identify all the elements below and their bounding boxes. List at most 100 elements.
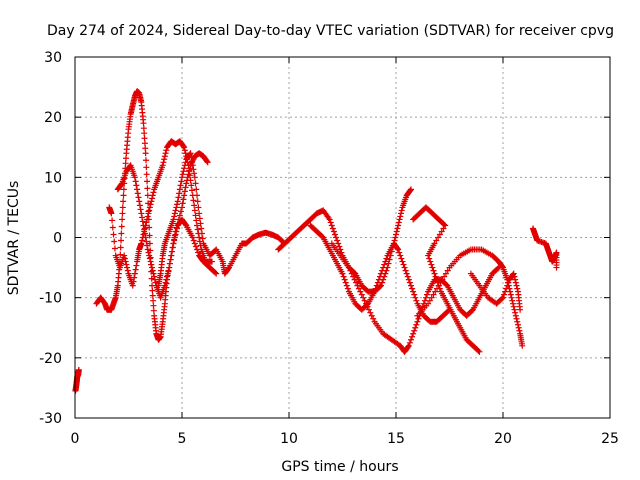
y-tick-label: -20 [39,351,62,367]
data-point [139,234,146,241]
data-point [193,186,200,193]
data-point [161,153,168,160]
data-point [170,240,177,247]
data-point [122,258,129,265]
data-point [182,159,189,166]
data-point [350,273,357,280]
data-point [109,224,116,231]
data-point [134,190,141,197]
data-point [400,261,407,268]
series-arc-late-5 [414,246,526,349]
data-point [188,182,195,189]
data-point [119,210,126,217]
data-point [147,258,154,265]
data-point [361,297,368,304]
data-point [181,147,188,154]
data-point [401,264,408,271]
data-point [149,267,156,274]
data-point [436,231,443,238]
data-point [413,321,420,328]
data-point [167,256,174,263]
series-arc-mid-b [106,138,215,289]
data-point [144,246,151,253]
data-point [181,144,188,151]
data-point [370,315,377,322]
data-point [146,224,153,231]
data-point [179,204,185,211]
data-point [118,181,125,188]
data-point [118,223,125,230]
data-point [425,300,432,307]
data-point [505,279,512,286]
data-point [189,162,196,169]
data-point [162,279,169,286]
data-point [148,198,155,205]
data-point [118,237,125,244]
data-point [365,306,372,313]
data-point [468,307,475,314]
data-point [405,276,412,283]
data-point [166,260,173,267]
data-point [332,231,339,238]
data-point [475,347,482,354]
data-point [137,206,144,213]
data-point [162,150,169,157]
data-point [403,270,410,277]
data-point [129,282,136,289]
data-point [164,270,171,277]
data-point [397,213,404,220]
x-tick-label: 10 [280,431,298,447]
data-point [382,258,389,265]
data-point [150,270,157,277]
data-point [407,336,414,343]
data-point [188,158,195,165]
data-point [146,252,153,259]
data-point [147,201,154,208]
data-point [146,255,153,262]
data-point [415,315,422,322]
data-point [187,150,194,157]
data-point [190,197,197,204]
y-axis-label: SDTVAR / TECUs [6,181,22,296]
data-point [407,282,414,289]
series-arc-late-1 [275,186,414,295]
data-point [111,245,118,252]
data-point [124,267,131,274]
data-point [514,321,521,328]
data-point [410,330,417,337]
data-point [494,265,501,272]
data-point [199,235,206,242]
data-point [203,158,210,165]
data-point [375,276,382,283]
data-point [163,147,170,154]
data-point [182,184,189,191]
data-point [181,192,188,199]
data-point [378,270,385,277]
data-point [406,279,413,286]
data-point [135,194,142,201]
data-point [428,261,435,268]
data-point [512,279,519,286]
data-point [364,303,371,310]
data-point [141,225,148,232]
data-point [507,291,514,298]
data-point [393,228,400,235]
data-point [149,264,156,271]
data-point [171,237,178,244]
data-point [430,267,437,274]
data-point [131,274,138,281]
data-point [409,285,416,292]
data-point [193,222,200,229]
data-point [171,234,178,241]
data-point [516,327,523,334]
data-point [171,210,178,217]
data-point [427,258,434,265]
y-tick-label: 10 [44,170,62,186]
data-point [180,196,187,203]
data-point [146,207,153,214]
data-point [133,262,140,269]
data-point [143,219,150,226]
data-point [406,339,413,346]
data-point [145,249,152,256]
data-point [397,210,404,217]
